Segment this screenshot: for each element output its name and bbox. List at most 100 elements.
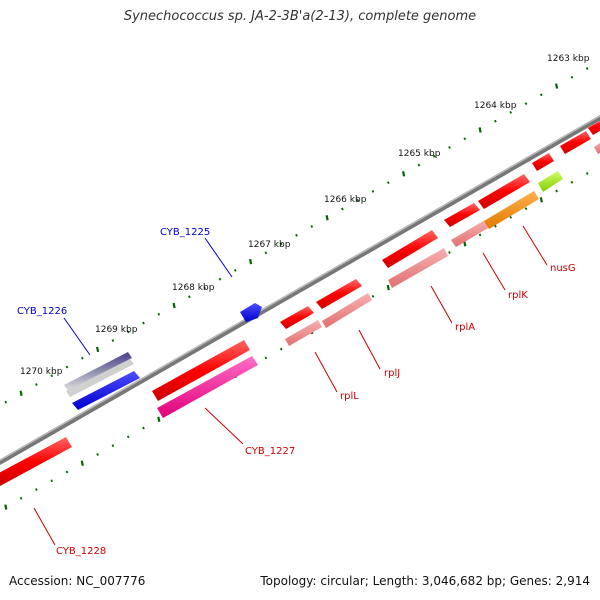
label-nusG[interactable]: nusG [550,263,576,274]
scale-tick [524,102,528,106]
scale-tick [50,374,54,378]
label-cyb-1228[interactable]: CYB_1228 [56,546,106,557]
gene-rplJ[interactable] [322,293,372,328]
scale-tick [386,284,390,291]
scale-tick [463,137,467,141]
gene-cyb-1226-a[interactable] [64,352,132,391]
scale-tick [325,215,329,221]
accession-text: Accession: NC_007776 [9,574,146,588]
scale-tick [264,251,268,255]
gene-light-edge[interactable] [594,140,600,154]
label-rplA[interactable]: rplA [455,322,475,333]
scale-tick [233,269,237,272]
gene-rplA-top[interactable] [382,230,438,268]
gene-rplJ-top[interactable] [316,279,362,309]
gene-cyb-1227-top[interactable] [152,340,250,401]
kbp-label-1269: 1269 kbp [95,325,138,335]
scale-tick [478,127,482,133]
callout-lines [33,225,548,546]
scale-labels: 1263 kbp 1264 kbp 1265 kbp 1266 kbp 1267… [20,54,590,377]
scale-tick [111,339,115,343]
scale-tick [65,365,69,369]
gene-lime[interactable] [538,171,563,192]
scale-tick [509,110,513,114]
scale-tick [494,119,497,123]
scale-tick [203,286,207,290]
scale-tick [96,346,100,353]
scale-tick [295,233,298,237]
gene-nusG[interactable] [484,191,539,229]
scale-tick [386,181,390,185]
scale-tick [448,251,451,254]
scale-tick [371,294,375,298]
scale-tick [111,444,115,448]
scale-tick [539,93,543,97]
genome-summary-text: Topology: circular; Length: 3,046,682 bp… [260,574,590,588]
scale-tick [50,479,54,483]
gene-red-small-3[interactable] [588,118,600,135]
scale-tick [585,67,589,70]
scale-tick [157,312,161,316]
scale-tick [494,224,497,228]
scale-tick [402,171,406,177]
scale-tick [463,241,467,247]
scale-tick [35,488,38,491]
label-rplK[interactable]: rplK [508,290,528,301]
scale-tick [4,400,8,404]
scale-tick [509,215,513,219]
gene-red-small-1[interactable] [532,153,554,171]
label-cyb-1226[interactable]: CYB_1226 [17,306,67,317]
gene-red-small-2[interactable] [560,131,591,154]
scale-tick [96,453,99,456]
scale-tick [555,189,558,193]
gene-cyb-1226[interactable] [72,371,140,410]
scale-tick [142,426,145,430]
scale-tick [448,146,451,149]
scale-tick [19,496,23,500]
gene-nusG-top[interactable] [478,174,530,209]
gene-rplL-top[interactable] [280,306,314,329]
scale-tick [35,383,38,386]
label-rplJ[interactable]: rplJ [384,368,400,379]
kbp-label-1270: 1270 kbp [20,367,63,377]
kbp-label-1263: 1263 kbp [547,54,590,64]
gene-rplL[interactable] [285,320,322,346]
scale-tick [310,225,314,228]
scale-tick [356,198,360,202]
scale-tick [417,163,421,167]
scale-tick [570,75,574,79]
gene-cyb-1226-b[interactable] [66,359,134,397]
scale-tick [539,197,543,203]
gene-cyb-1225[interactable] [240,303,262,322]
scale-tick [432,154,436,158]
label-cyb-1225[interactable]: CYB_1225 [160,227,210,238]
label-cyb-1227[interactable]: CYB_1227 [245,446,295,457]
scale-tick [188,295,191,299]
scale-tick [19,390,23,397]
map-title: Synechococcus sp. JA-2-3B'a(2-13), compl… [123,9,477,24]
gene-rplA[interactable] [388,248,448,288]
scale-tick [4,504,8,510]
scale-tick [80,460,84,466]
scale-tick [264,356,268,360]
scale-tick [142,321,145,325]
gene-cyb-1228[interactable] [0,437,72,486]
scale-tick [555,83,559,89]
kbp-label-1266: 1266 kbp [324,195,367,205]
genome-backbone [0,114,600,466]
gene-rplK[interactable] [451,220,490,247]
scale-tick [126,330,130,334]
gene-labels: CYB_1225 CYB_1226 CYB_1227 CYB_1228 rplL… [17,227,576,557]
kbp-label-1265: 1265 kbp [398,149,441,159]
scale-tick [172,302,176,309]
gene-rplK-top[interactable] [444,203,480,227]
label-rplL[interactable]: rplL [340,391,359,402]
scale-tick [371,189,375,193]
scale-ticks-outer [4,67,589,404]
gene-cyb-1227[interactable] [157,356,258,418]
scale-tick [585,172,589,175]
scale-tick [80,356,84,360]
scale-tick [341,207,344,211]
scale-tick [570,180,574,184]
